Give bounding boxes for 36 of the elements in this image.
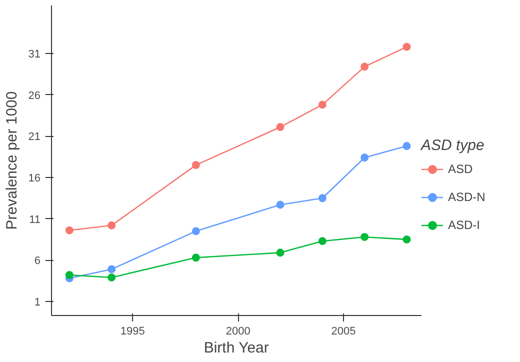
x-tick-label: 2005 (331, 326, 356, 338)
legend-label: ASD-I (448, 218, 480, 232)
point (318, 100, 326, 109)
y-tick-label: 21 (28, 131, 41, 144)
legend-title: ASD type (421, 137, 486, 154)
point (402, 42, 411, 51)
point (276, 248, 284, 257)
point (276, 200, 284, 209)
legend-label: ASD-N (448, 190, 486, 204)
point (318, 194, 326, 202)
point (318, 237, 326, 246)
y-axis-title: Prevalence per 1000 (3, 91, 20, 230)
y-tick-label: 26 (28, 90, 41, 102)
y-tick-label: 11 (29, 214, 41, 226)
point (276, 123, 284, 132)
point (65, 271, 74, 279)
point (108, 273, 116, 282)
point (65, 226, 74, 234)
point (192, 161, 200, 170)
point (360, 62, 369, 71)
point (192, 227, 200, 236)
point (360, 232, 369, 241)
point (402, 235, 411, 244)
y-tick-label: 31 (28, 48, 41, 60)
legend-label: ASD (448, 162, 473, 176)
x-axis-title: Birth Year (204, 340, 269, 356)
y-tick-label: 1 (34, 296, 41, 308)
x-tick-label: 2000 (226, 326, 250, 338)
point (360, 154, 369, 162)
y-tick-label: 16 (28, 172, 41, 184)
point (108, 265, 116, 274)
point (108, 221, 116, 230)
x-tick-label: 1995 (120, 326, 145, 338)
y-tick-label: 6 (34, 255, 41, 268)
point (192, 254, 200, 262)
point (402, 142, 411, 150)
